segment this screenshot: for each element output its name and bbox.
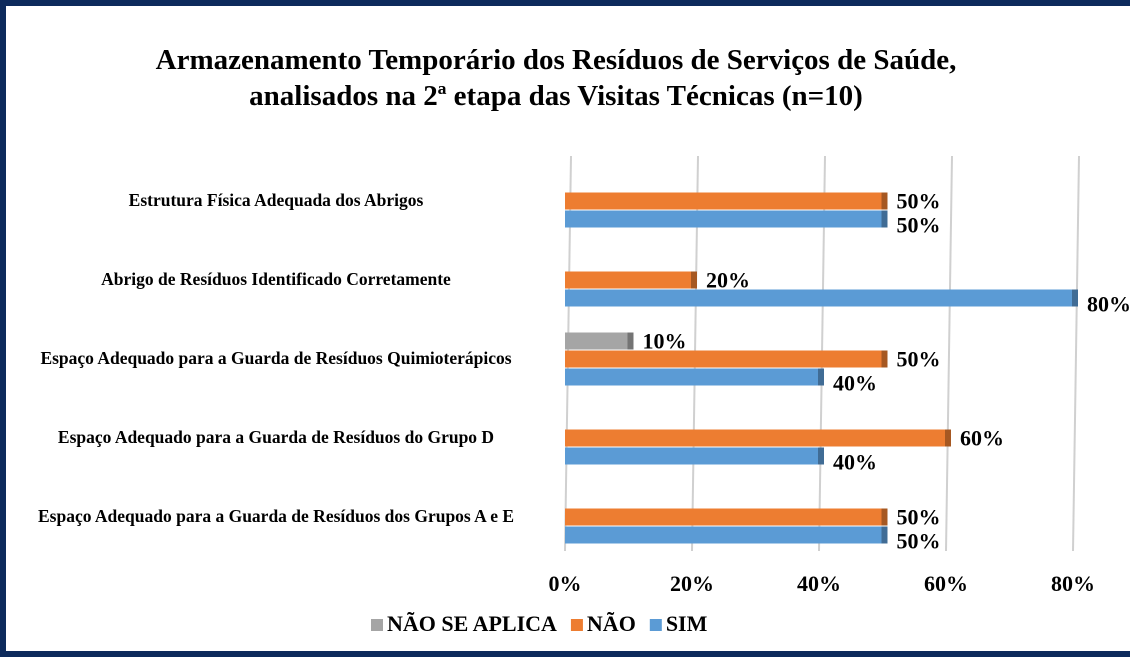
- bar: [565, 350, 883, 368]
- data-label: 50%: [897, 189, 941, 214]
- y-tick-label: Espaço Adequado para a Guarda de Resíduo…: [37, 505, 515, 526]
- y-tick-label: Espaço Adequado para a Guarda de Resíduo…: [40, 347, 512, 368]
- data-label: 50%: [897, 213, 941, 238]
- bar: [565, 332, 629, 350]
- chart-title: Armazenamento Temporário dos Resíduos de…: [155, 44, 957, 112]
- legend-swatch: [371, 619, 383, 631]
- x-tick-label: 80%: [1051, 571, 1095, 596]
- bar-edge: [881, 508, 888, 526]
- bar: [565, 508, 883, 526]
- bar-edge: [945, 429, 951, 447]
- x-tick-label: 60%: [924, 571, 968, 596]
- data-label: 10%: [643, 329, 687, 354]
- bar-edge: [881, 210, 888, 228]
- bar: [565, 368, 819, 386]
- y-tick-label: Estrutura Física Adequada dos Abrigos: [128, 189, 424, 210]
- bar-edge: [818, 368, 824, 386]
- legend-label: NÃO: [587, 611, 636, 636]
- bar-edge: [1072, 289, 1078, 307]
- bar: [565, 429, 946, 447]
- data-label: 50%: [897, 347, 941, 372]
- bar: [565, 447, 819, 465]
- bar: [565, 192, 883, 210]
- bar-edge: [627, 332, 634, 350]
- bar-edge: [818, 447, 824, 465]
- bar: [565, 289, 1073, 307]
- data-label: 20%: [706, 268, 750, 293]
- bar-edge: [881, 526, 888, 544]
- legend-label: SIM: [666, 611, 708, 636]
- y-tick-label: Espaço Adequado para a Guarda de Resíduo…: [57, 426, 495, 447]
- legend-swatch: [649, 619, 662, 631]
- bar-edge: [691, 271, 697, 289]
- data-label: 40%: [833, 450, 877, 475]
- bar: [565, 526, 883, 544]
- plot: 0% 20% 40% 60% 80%50%50%20%80%10%50%40%60%40…: [371, 155, 1130, 636]
- y-tick-label: Abrigo de Resíduos Identificado Corretam…: [101, 268, 451, 289]
- data-label: 60%: [960, 426, 1004, 451]
- bar: [565, 210, 883, 228]
- legend-label: NÃO SE APLICA: [387, 611, 557, 636]
- grid-line: [1072, 155, 1080, 552]
- grid-line: [945, 155, 953, 552]
- legend-swatch: [570, 619, 583, 631]
- data-label: 50%: [897, 505, 941, 530]
- x-tick-label: 40%: [797, 571, 841, 596]
- bar: [565, 271, 692, 289]
- x-tick-label: 0%: [549, 571, 582, 596]
- data-label: 40%: [833, 371, 877, 396]
- bar-edge: [881, 192, 888, 210]
- data-label: 50%: [897, 529, 941, 554]
- data-label: 80%: [1087, 292, 1130, 317]
- x-tick-label: 20%: [670, 571, 714, 596]
- bar-edge: [881, 350, 888, 368]
